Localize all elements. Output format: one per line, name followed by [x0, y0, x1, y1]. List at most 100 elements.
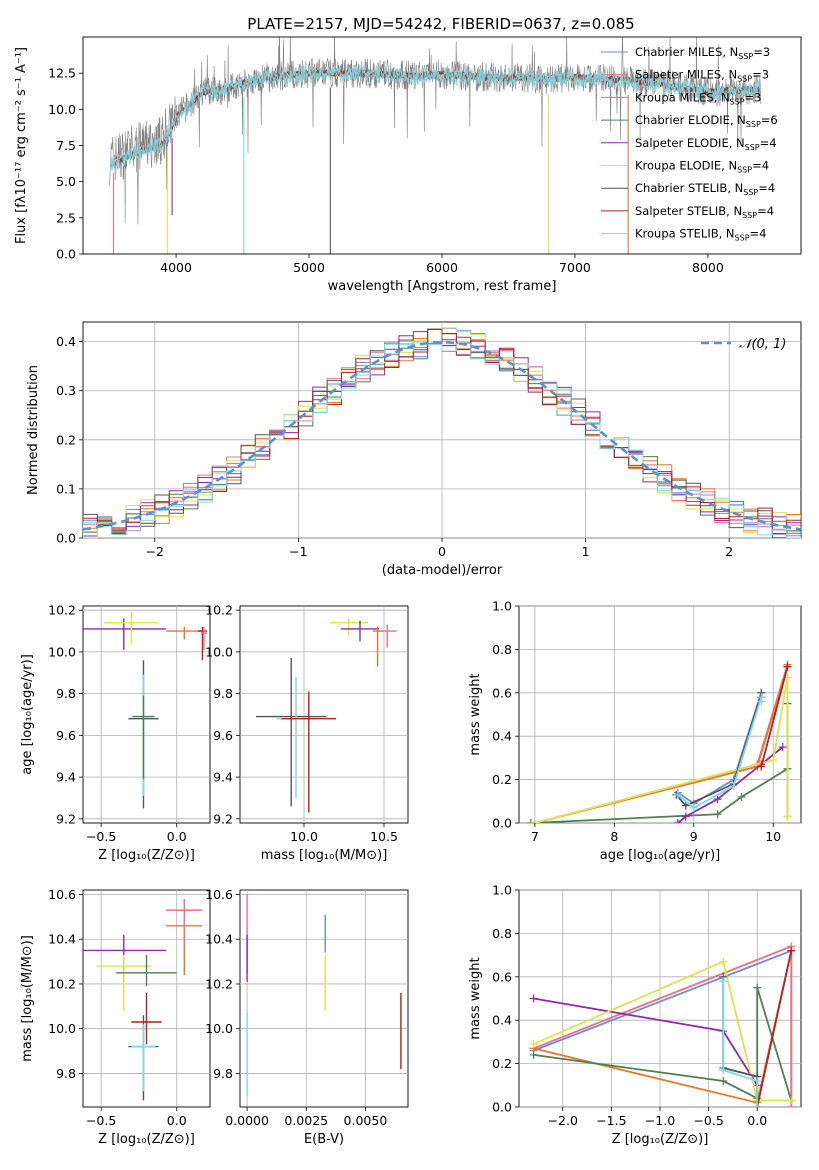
y-tick-label: 0.6 [492, 969, 512, 984]
x-tick-label: 0.0 [167, 829, 187, 844]
spectrum-panel: 4000 5000 6000 7000 8000 0.0 2.5 5.0 7.5 10.0 12.5… [14, 36, 802, 294]
y-tick-label: 0.4 [56, 334, 76, 349]
y-tick-label: 10.2 [205, 976, 233, 991]
x-tick-label: 0.0 [747, 1113, 767, 1128]
axes-frame [82, 605, 211, 824]
mass-weight-marker [757, 762, 766, 771]
legend-suffix: =4 [758, 181, 775, 195]
x-tick-label: 10 [765, 829, 781, 844]
legend-entry: Chabrier STELIB, NSSP=4 [635, 181, 775, 197]
y-tick-label: 0.4 [492, 1013, 512, 1028]
y-tick-label: 0.6 [492, 685, 512, 700]
mass-weight-marker [769, 756, 778, 765]
y-tick-label: 0.2 [492, 1056, 512, 1071]
axes-frame [239, 889, 409, 1108]
x-tick-label: 0.0050 [344, 1113, 388, 1128]
x-tick-label: −0.5 [693, 1113, 723, 1128]
mass-weight-marker [673, 819, 682, 823]
x-tick-label: 5000 [293, 260, 325, 275]
y-tick-label: 0.8 [492, 642, 512, 657]
mass-weight-marker [526, 819, 535, 823]
y-tick-label: 9.8 [213, 1066, 233, 1081]
y-tick-label: 9.8 [56, 686, 76, 701]
y-tick-label: 10.0 [48, 1021, 76, 1036]
legend-suffix: =4 [760, 136, 777, 150]
mass-weight-marker [689, 803, 698, 812]
y-tick-label: 10.6 [205, 887, 233, 902]
legend-subscript: SSP [743, 188, 758, 197]
mass-weight-marker [778, 743, 787, 752]
x-tick-label: −1 [289, 544, 307, 559]
y-tick-label: 10.6 [48, 887, 76, 902]
mass-weight-line [533, 960, 792, 1102]
x-tick-label: 8000 [692, 260, 724, 275]
legend-subscript: SSP [738, 52, 753, 61]
y-tick-label: 2.5 [56, 210, 76, 225]
x-axis-label: Z [log₁₀(Z/Z⊙)] [98, 848, 195, 863]
mass-weight-marker [787, 1096, 796, 1105]
legend-entry: Salpeter MILES, NSSP=3 [635, 68, 769, 84]
x-tick-label: 1 [582, 544, 590, 559]
mass-weight-marker [719, 957, 728, 966]
mass-weight-marker [529, 1040, 538, 1049]
x-tick-label: 0.0025 [284, 1113, 328, 1128]
y-tick-label: 12.5 [48, 66, 76, 81]
y-tick-label: 9.6 [213, 728, 233, 743]
y-tick-label: 10.4 [205, 932, 233, 947]
age-vs-metallicity-panel: −0.5 0.0 9.2 9.4 9.6 9.8 10.0 10.2 Z [log₁₀(Z/Z⊙… [20, 603, 211, 863]
x-tick-label: 0.0 [167, 1113, 187, 1128]
legend-suffix: =3 [752, 68, 769, 82]
x-tick-label: 10.0 [290, 829, 318, 844]
x-axis-label: wavelength [Angstrom, rest frame] [328, 279, 557, 294]
mass-weight-vs-metallicity-panel: −2.0 −1.5 −1.0 −0.5 0.0 0.0 0.2 0.4 0.6 0.8 1.0 Z [… [468, 883, 802, 1147]
y-tick-label: 0.2 [492, 772, 512, 787]
y-tick-label: 9.8 [213, 686, 233, 701]
y-tick-label: 10.2 [48, 603, 76, 618]
x-tick-label: 2 [725, 544, 733, 559]
x-tick-label: 10.5 [370, 829, 398, 844]
x-tick-label: 7000 [559, 260, 591, 275]
y-tick-label: 0.0 [492, 816, 512, 831]
y-tick-label: 9.2 [56, 811, 76, 826]
mass-vs-metallicity-panel: −0.5 0.0 9.8 10.0 10.2 10.4 10.6 Z [log₁₀(Z/Z⊙)… [20, 887, 211, 1147]
mass-weight-line [530, 703, 789, 823]
y-tick-label: 9.8 [56, 1066, 76, 1081]
legend-subscript: SSP [746, 120, 761, 129]
legend-entry: 𝒩(0, 1) [739, 337, 786, 352]
legend-suffix: =4 [750, 227, 767, 241]
legend-entry: Chabrier MILES, NSSP=3 [635, 45, 770, 61]
y-tick-label: 0.1 [56, 481, 76, 496]
x-axis-label: Z [log₁₀(Z/Z⊙)] [612, 1132, 709, 1147]
mass-weight-marker [757, 697, 766, 706]
mass-weight-marker [753, 1076, 762, 1085]
x-tick-label: 4000 [160, 260, 192, 275]
y-axis-label: age [log₁₀(age/yr)] [20, 654, 35, 775]
y-tick-label: 10.4 [48, 932, 76, 947]
x-tick-label: 9 [690, 829, 698, 844]
x-tick-label: −2.0 [548, 1113, 578, 1128]
x-tick-label: 7 [531, 829, 539, 844]
mass-weight-marker [529, 1050, 538, 1059]
x-axis-label: E(B-V) [304, 1132, 344, 1147]
legend-entry: Salpeter STELIB, NSSP=4 [635, 204, 774, 220]
x-tick-label: 6000 [426, 260, 458, 275]
y-tick-label: 10.2 [205, 603, 233, 618]
x-axis-label: mass [log₁₀(M/M⊙)] [261, 848, 388, 863]
y-axis-label: mass weight [468, 673, 483, 755]
y-tick-label: 1.0 [492, 599, 512, 614]
legend-entry: Salpeter ELODIE, NSSP=4 [635, 136, 777, 152]
x-axis-label: (data-model)/error [382, 563, 503, 578]
x-tick-label: 0 [438, 544, 446, 559]
mass-weight-line [722, 976, 759, 1107]
y-tick-label: 0.8 [492, 926, 512, 941]
mass-weight-line [534, 664, 789, 823]
y-tick-label: 7.5 [56, 138, 76, 153]
mass-weight-marker [681, 801, 690, 810]
mass-weight-line [534, 677, 789, 823]
legend-subscript: SSP [745, 143, 760, 152]
mass-weight-marker [753, 983, 762, 992]
x-tick-label: −0.5 [86, 829, 116, 844]
x-tick-label: −1.5 [596, 1113, 626, 1128]
y-tick-label: 5.0 [56, 174, 76, 189]
